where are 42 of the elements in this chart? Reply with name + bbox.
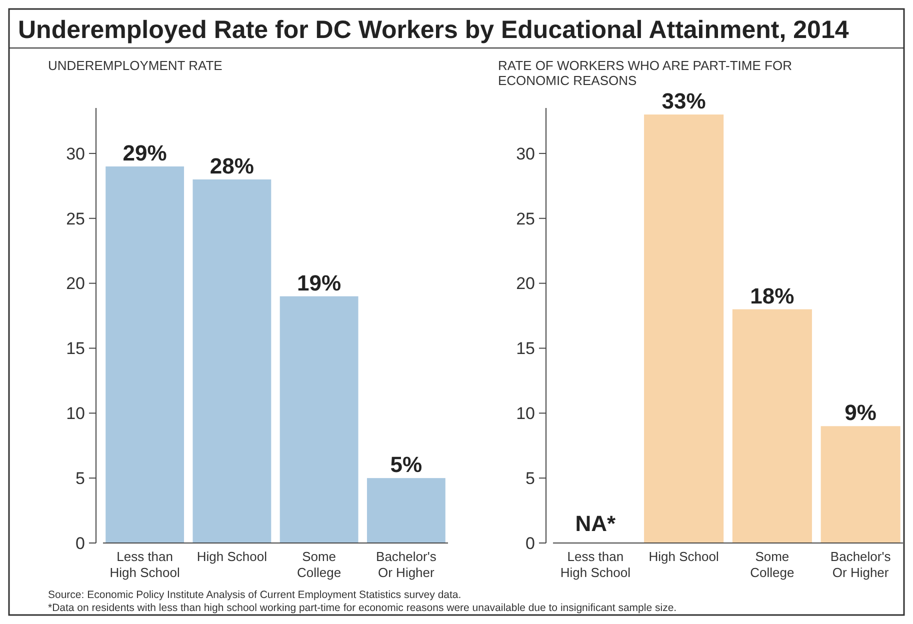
x-tick-label: Bachelor's Or Higher	[830, 549, 892, 580]
data-label: 28%	[210, 153, 254, 178]
bar	[644, 114, 724, 543]
y-tick-label: 5	[526, 469, 535, 488]
x-tick-label: Some College	[750, 549, 794, 580]
bar	[106, 166, 184, 543]
data-label: 9%	[844, 400, 876, 426]
bar	[280, 296, 358, 543]
bar	[192, 179, 272, 543]
x-tick-label: Less than High School	[110, 549, 180, 580]
y-tick-label: 15	[516, 339, 535, 358]
x-tick-label: Some College	[297, 549, 342, 580]
data-label: 29%	[122, 140, 167, 166]
source-note: Source: Economic Policy Institute Analysis of Current Employment Statistics survey data.	[48, 589, 462, 601]
y-tick-label: 10	[66, 404, 85, 424]
bar	[820, 426, 900, 543]
y-tick-label: 5	[76, 469, 85, 488]
y-axis-title: RATE OF WORKERS WHO ARE PART-TIME FOR ECONOMIC REASONS	[498, 58, 792, 88]
data-label: 19%	[297, 270, 342, 296]
y-tick-label: 20	[516, 274, 535, 294]
x-tick-label: Less than High School	[560, 549, 631, 580]
x-tick-label: High School	[196, 549, 268, 564]
text: *Data on residents with less than high school working part-time for economic reasons were unavailable due to insignificant sample size.	[48, 602, 677, 614]
y-tick-label: 15	[66, 339, 85, 358]
bar	[732, 309, 812, 543]
y-tick-label: 30	[66, 144, 85, 164]
data-label: 18%	[750, 283, 794, 308]
y-tick-label: 0	[526, 534, 535, 553]
y-tick-label: 25	[516, 209, 535, 228]
y-tick-label: 10	[516, 404, 535, 424]
data-label: 33%	[662, 88, 706, 114]
y-tick-label: 0	[76, 534, 85, 553]
text: NA*	[575, 511, 616, 536]
chart-title: Underemployed Rate for DC Workers by Educational Attainment, 2014	[18, 16, 849, 44]
x-tick-label: High School	[648, 549, 719, 564]
y-axis-title: UNDEREMPLOYMENT RATE	[48, 58, 223, 73]
bar	[366, 478, 446, 543]
data-label: 5%	[390, 452, 422, 478]
y-tick-label: 30	[516, 144, 535, 164]
x-tick-label: Bachelor's Or Higher	[376, 549, 437, 580]
y-tick-label: 25	[66, 209, 85, 228]
y-tick-label: 20	[66, 274, 85, 294]
